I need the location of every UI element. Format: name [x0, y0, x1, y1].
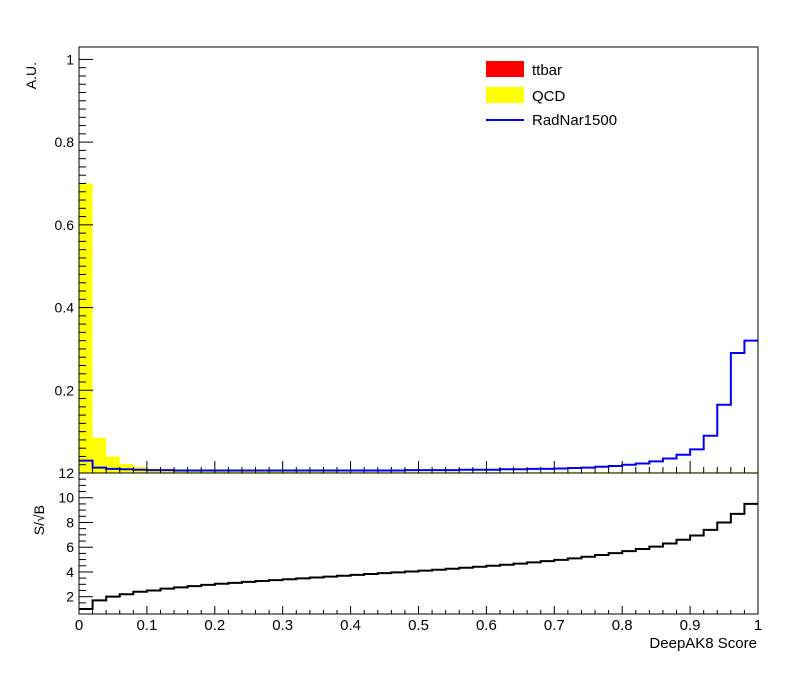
top-histogram-fills: [79, 183, 758, 473]
bottom-x-axis: 0 0.1 0.2 0.3 0.4 0.5 0.6 0.7 0.8 0.9 1: [75, 606, 762, 634]
top-y-axis-title: A.U.: [23, 62, 39, 89]
bottom-y-axis-title: S/√B: [31, 505, 47, 535]
bar-qcd-18: [323, 471, 338, 473]
x-tick-label: 0.6: [476, 617, 497, 634]
bottom-y-tick-label: 2: [66, 589, 74, 605]
legend-label-qcd: QCD: [532, 88, 566, 105]
top-y-tick-label: 0.2: [55, 382, 75, 398]
top-y-tick-label: 0.4: [55, 300, 75, 316]
top-y-axis: 0.2 0.4 0.6 0.8 1: [55, 51, 93, 466]
bottom-frame: [78, 472, 759, 615]
bar-qcd-2: [106, 456, 120, 473]
x-tick-label: 0.9: [680, 617, 701, 634]
legend-label-ttbar: ttbar: [532, 62, 562, 79]
x-tick-label: 0.7: [544, 617, 565, 634]
x-tick-label: 0.1: [136, 617, 157, 634]
top-x-ticks: [78, 461, 759, 473]
x-tick-label: 1: [754, 617, 762, 634]
x-tick-label: 0.8: [612, 617, 633, 634]
bottom-y-tick-label: 10: [58, 490, 74, 506]
bar-qcd-14: [269, 471, 283, 473]
bar-qcd-15: [282, 471, 297, 473]
series-line-radnar1500: [79, 339, 758, 472]
bar-qcd-13: [255, 471, 270, 473]
bottom-y-axis: 2 4 6 8 10 12: [58, 465, 93, 610]
bar-qcd-8: [187, 470, 202, 473]
bottom-y-tick-label: 12: [58, 465, 74, 481]
x-tick-label: 0.5: [408, 617, 429, 634]
top-histogram-lines: [79, 339, 758, 472]
x-tick-label: 0.2: [204, 617, 225, 634]
bottom-histogram-lines: [79, 502, 758, 611]
bar-qcd-16: [296, 471, 310, 473]
top-y-tick-label: 0.8: [55, 134, 75, 150]
bottom-y-tick-label: 8: [66, 514, 74, 530]
top-y-tick-label: 0.6: [55, 217, 75, 233]
top-y-tick-label: 1: [66, 51, 74, 67]
x-tick-label: 0.4: [340, 617, 361, 634]
bar-qcd-1: [92, 437, 107, 473]
bar-qcd-0: [79, 183, 93, 473]
top-panel: 0.2 0.4 0.6 0.8 1 A.U.: [23, 46, 759, 474]
bar-qcd-11: [228, 470, 242, 473]
bottom-y-tick-label: 6: [66, 539, 74, 555]
bar-qcd-10: [214, 470, 229, 473]
bottom-y-tick-label: 4: [66, 564, 74, 580]
legend-swatch-ttbar: [486, 61, 524, 77]
bar-qcd-6: [160, 469, 175, 473]
legend: ttbar QCD RadNar1500: [486, 61, 617, 129]
top-frame: [78, 46, 759, 474]
legend-label-radnar1500: RadNar1500: [532, 112, 617, 129]
bar-qcd-17: [309, 471, 324, 473]
legend-swatch-qcd: [486, 87, 524, 103]
bar-qcd-9: [201, 470, 215, 473]
bottom-panel: 2 4 6 8 10 12 0 0.1 0.2 0.3 0.4 0.5 0.6 0.7 0.8 0.9 1 S…: [31, 465, 762, 652]
bar-qcd-12: [241, 471, 256, 473]
x-tick-label: 0: [75, 617, 83, 634]
significance-line-0: [79, 502, 758, 611]
x-axis-title: DeepAK8 Score: [649, 635, 757, 652]
x-tick-label: 0.3: [272, 617, 293, 634]
